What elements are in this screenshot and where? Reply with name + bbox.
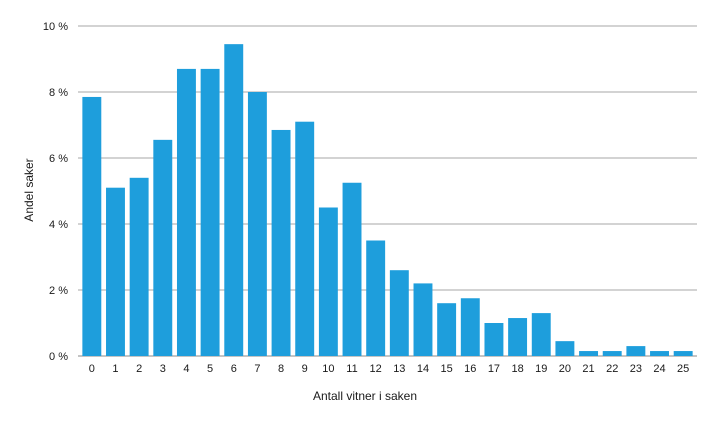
y-tick-label: 10 % — [43, 21, 68, 33]
bar — [531, 313, 551, 356]
bar — [508, 318, 528, 356]
x-tick-label: 11 — [346, 363, 357, 375]
bar — [389, 270, 409, 356]
bar — [295, 121, 315, 356]
bar — [342, 182, 362, 356]
x-tick-label: 7 — [254, 363, 260, 375]
bar — [153, 139, 173, 356]
bar — [82, 96, 102, 356]
x-tick-label: 9 — [302, 363, 308, 375]
x-tick-label: 19 — [535, 363, 547, 375]
bar — [413, 283, 433, 356]
x-tick-label: 2 — [136, 363, 142, 375]
bar — [366, 240, 386, 356]
x-tick-label: 22 — [606, 363, 618, 375]
x-tick-label: 16 — [464, 363, 476, 375]
x-tick-label: 25 — [677, 363, 689, 375]
bar — [626, 346, 646, 356]
bar — [176, 68, 196, 357]
x-tick-label: 13 — [393, 363, 405, 375]
x-axis-ticks: 0 1 2 3 4 5 6 7 8 9 10 11 12 13 14 15 16 17 18 19 20 21 22 23 24… — [89, 363, 690, 375]
bars — [82, 44, 693, 357]
y-tick-label: 4 % — [49, 219, 68, 231]
bar — [460, 298, 480, 356]
x-tick-label: 17 — [488, 363, 500, 375]
x-tick-label: 6 — [231, 363, 237, 375]
x-tick-label: 23 — [630, 363, 642, 375]
bar — [650, 351, 669, 356]
bar — [129, 177, 149, 356]
x-tick-label: 4 — [183, 363, 189, 375]
x-tick-label: 5 — [207, 363, 213, 375]
bar — [318, 207, 338, 356]
bar — [673, 351, 693, 356]
bar — [602, 351, 622, 356]
bar — [224, 44, 244, 357]
y-tick-label: 2 % — [49, 285, 68, 297]
x-tick-label: 1 — [112, 363, 118, 375]
x-tick-label: 0 — [89, 363, 95, 375]
y-axis-ticks: 0 % 2 % 4 % 6 % 8 % 10 % — [43, 21, 68, 363]
y-tick-label: 6 % — [49, 153, 68, 165]
x-tick-label: 12 — [370, 363, 382, 375]
bar — [555, 341, 575, 356]
x-tick-label: 10 — [322, 363, 334, 375]
bar — [271, 129, 291, 356]
x-tick-label: 21 — [582, 363, 594, 375]
x-tick-label: 15 — [441, 363, 453, 375]
bar — [484, 323, 504, 356]
x-tick-label: 18 — [511, 363, 523, 375]
x-tick-label: 8 — [278, 363, 284, 375]
x-tick-label: 14 — [417, 363, 429, 375]
x-tick-label: 3 — [160, 363, 166, 375]
bar — [437, 303, 457, 356]
bar — [579, 351, 599, 356]
y-tick-label: 8 % — [49, 87, 68, 99]
x-tick-label: 24 — [653, 363, 665, 375]
x-axis-title: Antall vitner i saken — [313, 389, 417, 403]
y-axis-title: Andel saker — [22, 158, 36, 221]
x-tick-label: 20 — [559, 363, 571, 375]
bar — [247, 92, 267, 356]
y-tick-label: 0 % — [49, 351, 68, 363]
bar — [200, 68, 220, 357]
bar — [106, 187, 125, 356]
